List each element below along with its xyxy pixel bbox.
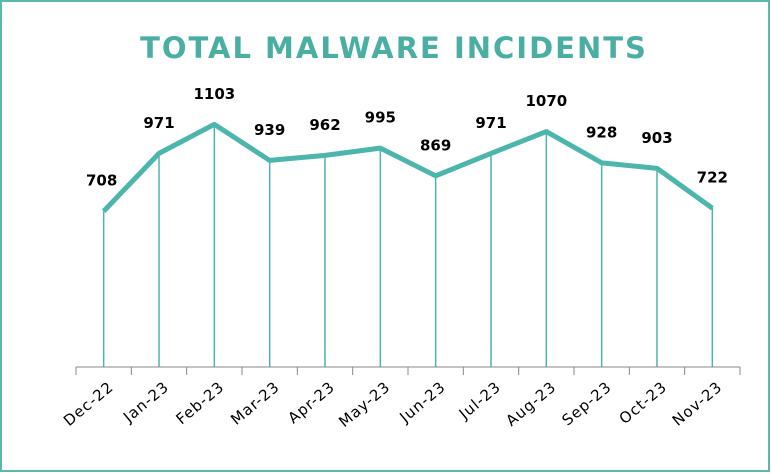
data-label: 708 xyxy=(86,172,117,190)
data-label: 962 xyxy=(309,116,340,134)
data-line xyxy=(101,121,714,213)
data-label: 869 xyxy=(420,136,451,154)
data-label: 1103 xyxy=(193,85,235,103)
data-label: 995 xyxy=(365,109,396,127)
data-label: 971 xyxy=(475,114,506,132)
data-label: 971 xyxy=(143,114,174,132)
data-label: 939 xyxy=(254,121,285,139)
data-label: 928 xyxy=(586,123,617,141)
data-label: 722 xyxy=(697,169,728,187)
chart-title: TOTAL MALWARE INCIDENTS xyxy=(140,31,648,65)
data-label: 903 xyxy=(641,129,672,147)
data-label: 1070 xyxy=(525,92,567,110)
